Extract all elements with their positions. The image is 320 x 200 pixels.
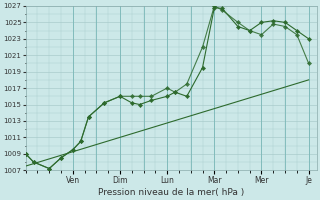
- X-axis label: Pression niveau de la mer( hPa ): Pression niveau de la mer( hPa ): [98, 188, 244, 197]
